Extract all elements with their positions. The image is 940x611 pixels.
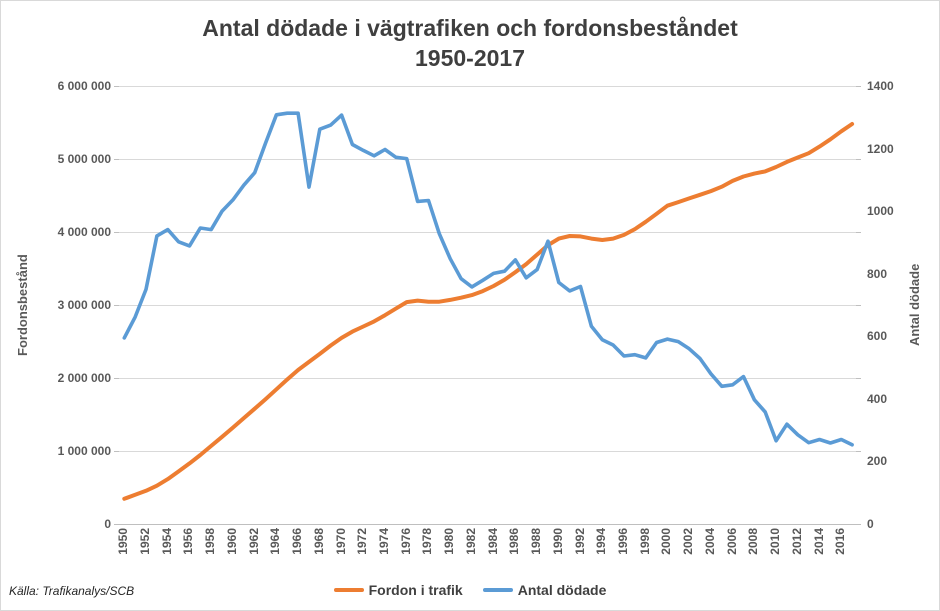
chart-title-line2: 1950-2017 xyxy=(415,45,525,71)
axis-tick xyxy=(114,451,119,452)
gridline xyxy=(119,232,856,233)
axis-tick xyxy=(856,378,861,379)
gridline xyxy=(119,86,856,87)
legend-label: Antal dödade xyxy=(517,582,607,598)
gridline xyxy=(119,524,856,525)
y-axis-left-tick-label: 0 xyxy=(104,517,111,531)
chart-title: Antal dödade i vägtrafiken och fordonsbe… xyxy=(1,13,939,73)
axis-tick xyxy=(114,159,119,160)
y-axis-right-tick-label: 600 xyxy=(867,329,888,344)
axis-tick xyxy=(114,86,119,87)
axis-tick xyxy=(856,451,861,452)
gridline xyxy=(119,159,856,160)
axis-tick xyxy=(114,378,119,379)
axis-tick xyxy=(856,232,861,233)
gridline xyxy=(119,451,856,452)
source-text: Källa: Trafikanalys/SCB xyxy=(9,584,135,598)
y-axis-right-tick-label: 1200 xyxy=(867,141,894,156)
y-axis-left-tick-label: 6 000 000 xyxy=(57,79,111,93)
legend-item: Antal dödade xyxy=(482,582,607,598)
gridline xyxy=(119,305,856,306)
axis-tick xyxy=(856,524,861,525)
series-line-antal-d-dade xyxy=(122,111,854,447)
axis-tick xyxy=(856,159,861,160)
series-line-fordon-i-trafik xyxy=(122,122,855,501)
y-axis-right-tick-label: 1400 xyxy=(867,79,894,93)
y-axis-left-tick-label: 2 000 000 xyxy=(57,371,111,385)
axis-tick xyxy=(856,305,861,306)
axis-tick xyxy=(114,232,119,233)
y-axis-left-tick-label: 4 000 000 xyxy=(57,225,111,239)
legend-label: Fordon i trafik xyxy=(368,582,463,598)
y-axis-right-tick-label: 0 xyxy=(867,517,874,531)
y-axis-right-tick-label: 200 xyxy=(867,454,888,469)
legend-line-swatch xyxy=(333,588,364,592)
legend: Fordon i trafik Antal dödade xyxy=(1,582,939,598)
axis-tick xyxy=(856,86,861,87)
y-axis-left-tick-label: 1 000 000 xyxy=(57,444,111,458)
y-axis-left-tick-label: 5 000 000 xyxy=(57,152,111,166)
y-axis-right-tick-label: 400 xyxy=(867,391,888,406)
axis-tick xyxy=(114,305,119,306)
y-axis-left-tick-label: 3 000 000 xyxy=(57,298,111,312)
legend-line-swatch xyxy=(482,588,513,592)
chart-title-line1: Antal dödade i vägtrafiken och fordonsbe… xyxy=(202,15,738,41)
y-axis-right-tick-label: 800 xyxy=(867,266,888,281)
gridline xyxy=(119,378,856,379)
legend-item: Fordon i trafik xyxy=(333,582,463,598)
axis-tick xyxy=(114,524,119,525)
y-axis-right-tick-label: 1000 xyxy=(867,204,894,219)
